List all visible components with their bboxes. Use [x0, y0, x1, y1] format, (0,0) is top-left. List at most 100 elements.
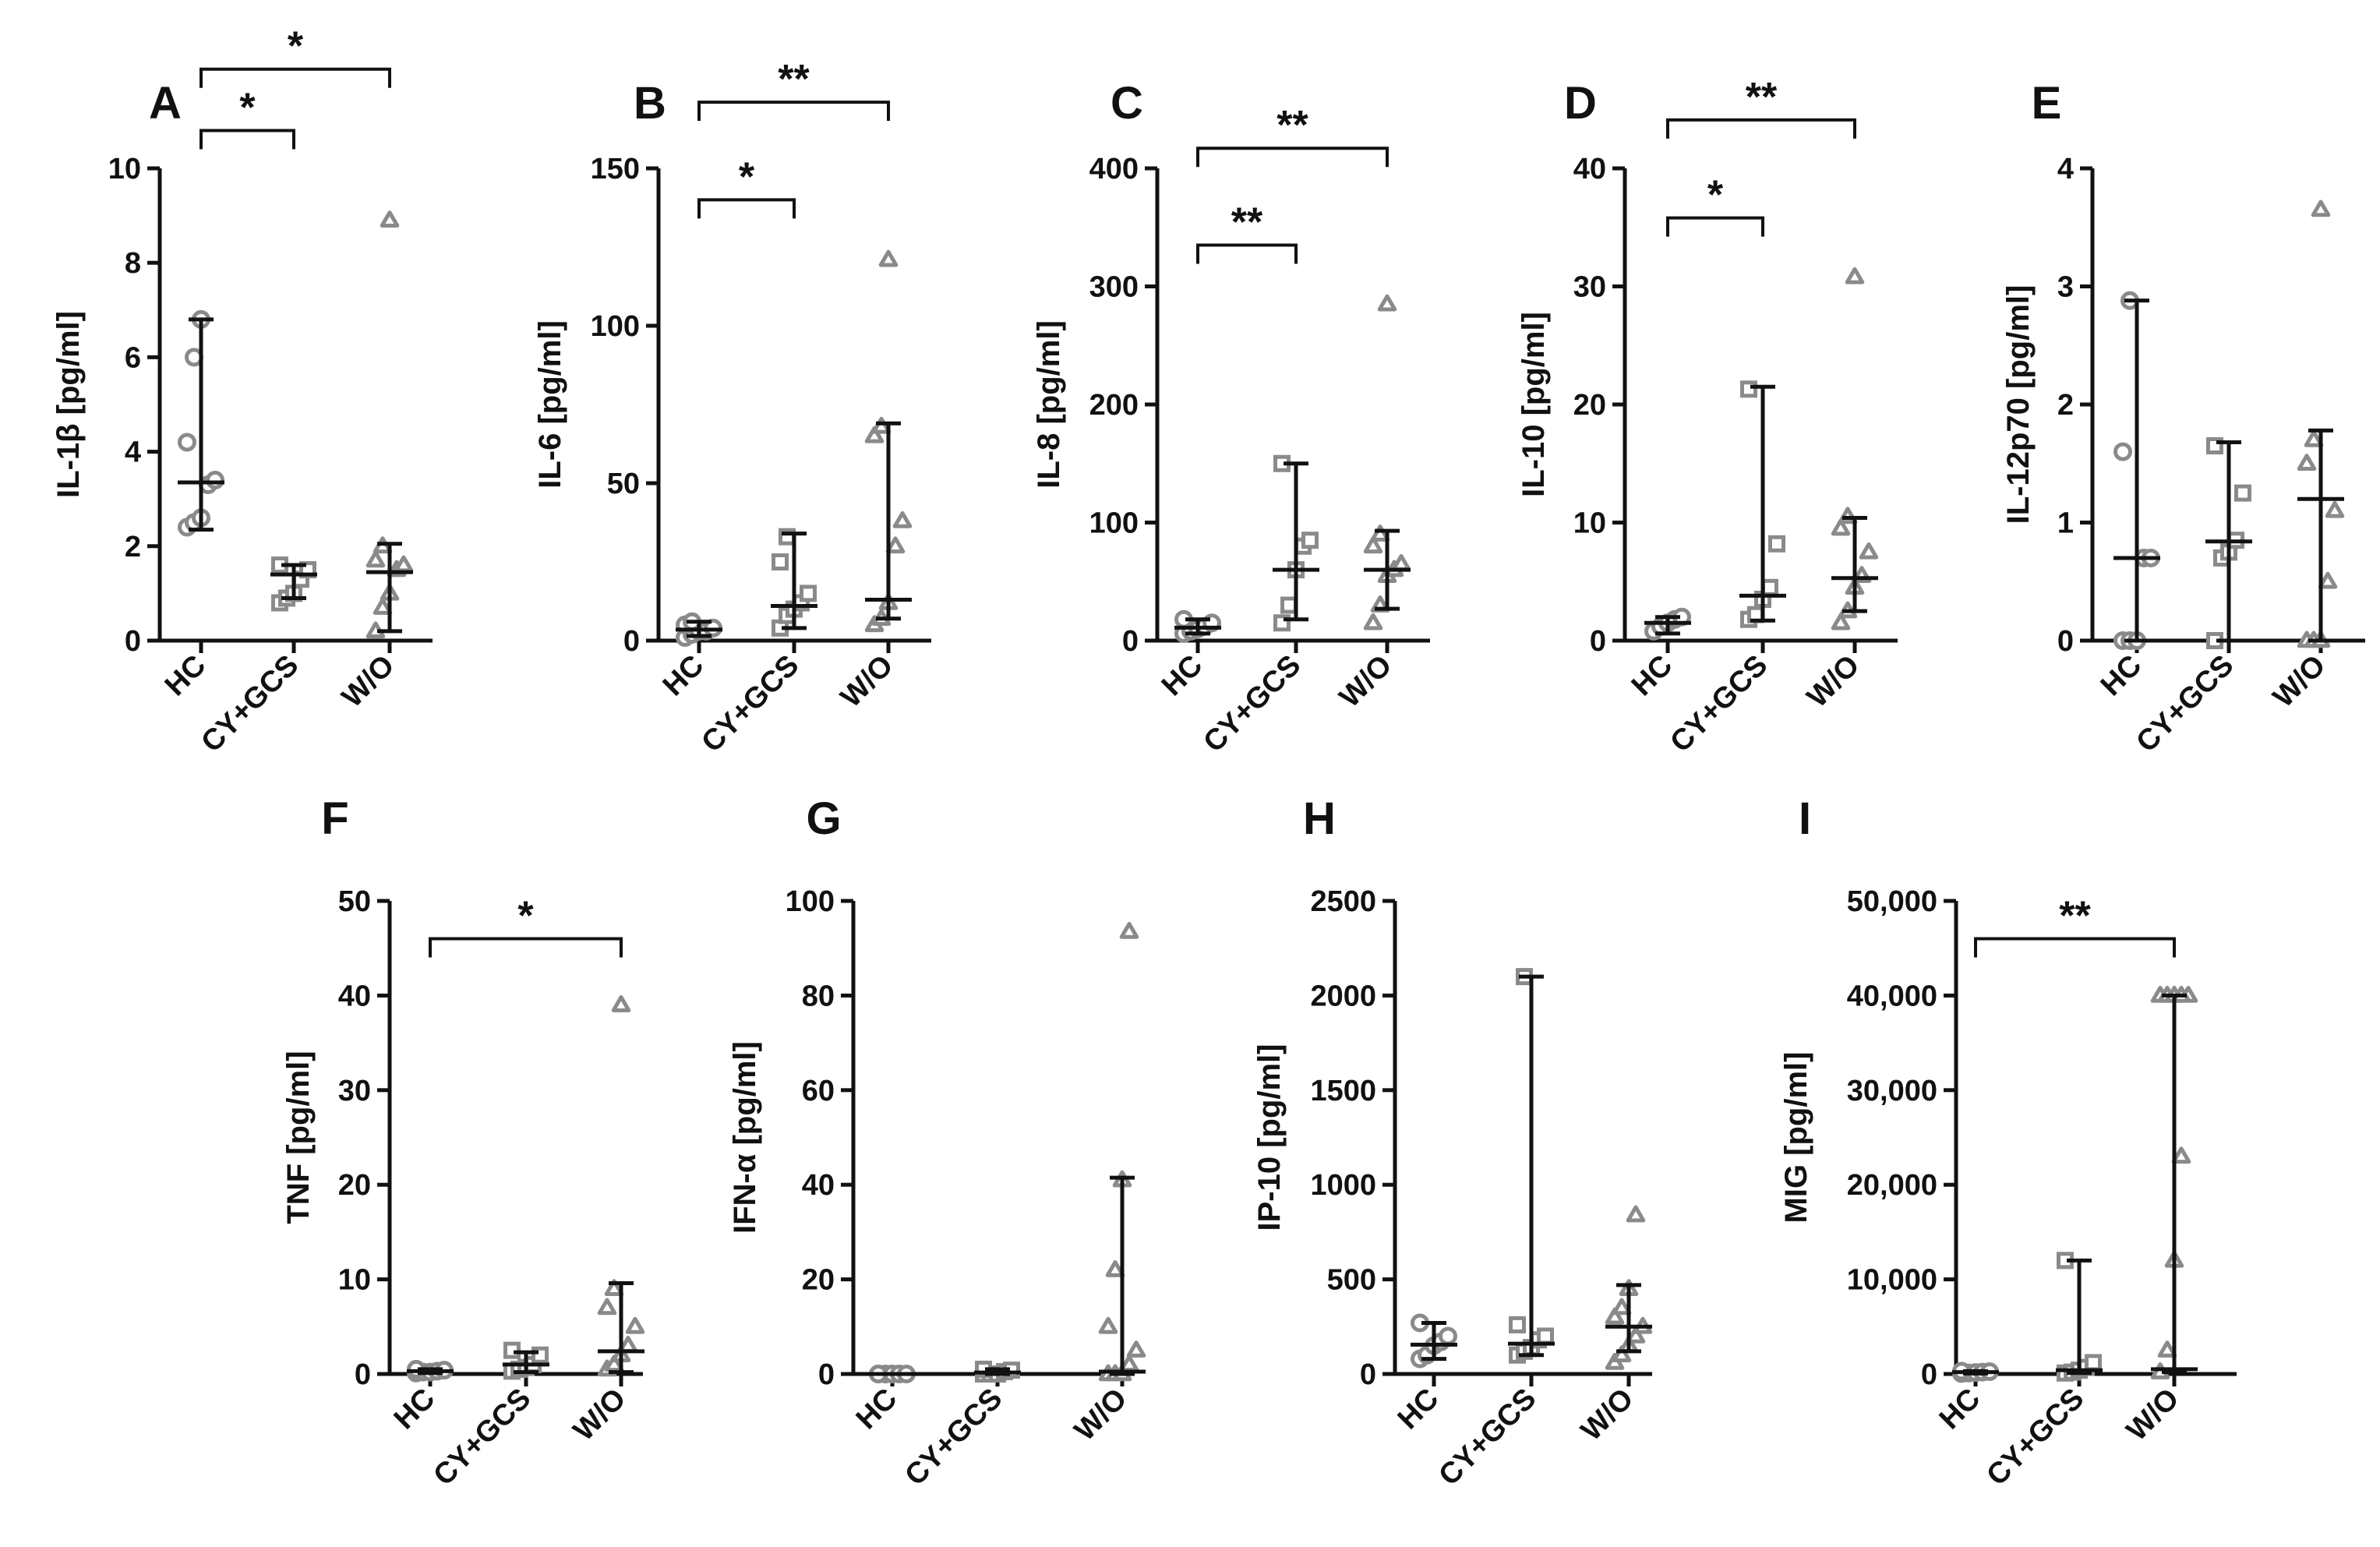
- significance-label: **: [1231, 200, 1263, 245]
- significance-label: *: [1707, 173, 1724, 218]
- data-point-triangle: [1845, 267, 1865, 284]
- significance-label: *: [739, 154, 755, 200]
- panel-letter: F: [321, 793, 348, 844]
- y-tick-label: 0: [125, 625, 141, 658]
- y-tick-label: 3: [2057, 271, 2074, 304]
- y-tick-label: 0: [355, 1358, 371, 1391]
- data-point-circle: [1439, 1326, 1457, 1346]
- data-point-circle: [206, 470, 224, 489]
- x-category-label: W/O: [336, 649, 401, 714]
- x-category-label: W/O: [2267, 649, 2332, 714]
- y-tick-label: 2500: [1310, 885, 1376, 918]
- y-tick-label: 30: [1573, 271, 1606, 304]
- panel-letter: G: [806, 793, 841, 844]
- data-point-triangle: [1612, 1345, 1632, 1363]
- data-point-circle: [2113, 442, 2132, 461]
- y-tick-label: 200: [1089, 389, 1139, 422]
- data-point-square: [1537, 1327, 1554, 1345]
- data-point-triangle: [394, 555, 414, 573]
- data-point-triangle: [1119, 921, 1139, 939]
- y-tick-label: 20: [802, 1264, 835, 1297]
- y-tick-label: 40,000: [1847, 980, 1937, 1012]
- significance-label: **: [2059, 894, 2091, 939]
- x-category-label: CY+GCS: [1664, 649, 1774, 759]
- y-tick-label: 1500: [1310, 1075, 1376, 1107]
- data-point-triangle: [1363, 613, 1383, 630]
- data-point-square: [1301, 532, 1319, 549]
- data-point-triangle: [2171, 1146, 2191, 1164]
- x-category-label: W/O: [1068, 1383, 1133, 1447]
- data-point-triangle: [1605, 1307, 1625, 1325]
- significance-bracket: [1196, 147, 1389, 168]
- significance-bracket: [200, 129, 295, 150]
- x-category-label: HC: [1392, 1383, 1446, 1436]
- x-category-label: HC: [388, 1383, 442, 1436]
- x-category-label: CY+GCS: [1980, 1383, 2090, 1492]
- significance-bracket: [429, 937, 623, 958]
- y-tick-label: 0: [1360, 1358, 1376, 1391]
- data-point-triangle: [892, 510, 913, 528]
- y-tick-label: 10: [108, 153, 141, 185]
- y-tick-label: 50: [338, 885, 371, 918]
- y-tick-label: 30: [338, 1075, 371, 1107]
- data-point-triangle: [604, 1279, 624, 1297]
- y-tick-label: 100: [1089, 507, 1139, 540]
- y-tick-label: 4: [125, 436, 141, 469]
- y-tick-label: 40: [1573, 153, 1606, 185]
- data-point-triangle: [1126, 1340, 1146, 1358]
- data-point-square: [1768, 535, 1785, 553]
- data-point-triangle: [611, 995, 631, 1012]
- data-point-triangle: [604, 1355, 624, 1372]
- y-tick-label: 0: [818, 1358, 835, 1391]
- x-category-label: W/O: [1575, 1383, 1640, 1447]
- y-tick-label: 100: [786, 885, 835, 918]
- y-axis-title: MIG [pg/ml]: [1779, 1052, 1813, 1224]
- y-tick-label: 8: [125, 247, 141, 280]
- data-point-square: [772, 553, 789, 570]
- y-axis-title: IFN-α [pg/ml]: [728, 1041, 762, 1234]
- y-tick-label: 500: [1327, 1264, 1376, 1297]
- x-category-label: CY+GCS: [1432, 1383, 1542, 1492]
- data-point-triangle: [2318, 571, 2338, 589]
- y-tick-label: 100: [591, 310, 640, 343]
- y-axis-title: IP-10 [pg/ml]: [1252, 1044, 1287, 1231]
- data-point-triangle: [2304, 429, 2324, 447]
- x-category-label: CY+GCS: [899, 1383, 1008, 1492]
- x-category-label: W/O: [1801, 649, 1866, 714]
- data-point-triangle: [1377, 294, 1397, 312]
- x-category-label: CY+GCS: [195, 649, 305, 759]
- y-tick-label: 0: [2057, 625, 2074, 658]
- y-tick-label: 2: [2057, 389, 2074, 422]
- data-point-triangle: [1612, 1298, 1632, 1316]
- x-category-label: HC: [159, 649, 213, 703]
- data-point-triangle: [597, 1298, 617, 1316]
- x-category-label: HC: [850, 1383, 904, 1436]
- data-point-circle: [178, 433, 196, 452]
- x-category-label: CY+GCS: [427, 1383, 537, 1492]
- y-axis-title: IL-12p70 [pg/ml]: [2001, 285, 2036, 524]
- data-point-triangle: [1831, 518, 1851, 536]
- data-point-triangle: [1859, 542, 1879, 560]
- significance-label: **: [778, 57, 810, 102]
- y-tick-label: 40: [802, 1169, 835, 1202]
- x-category-label: W/O: [1333, 649, 1398, 714]
- data-point-square: [1761, 578, 1778, 596]
- data-point-triangle: [2325, 500, 2345, 518]
- y-axis-title: IL-6 [pg/ml]: [533, 320, 567, 489]
- significance-bracket: [200, 67, 391, 88]
- x-category-label: HC: [2095, 649, 2149, 703]
- y-tick-label: 10,000: [1847, 1264, 1937, 1297]
- data-point-triangle: [373, 598, 393, 615]
- data-point-square: [1509, 1316, 1526, 1333]
- panel-letter: C: [1111, 78, 1143, 129]
- y-axis-title: IL-8 [pg/ml]: [1032, 320, 1066, 489]
- y-tick-label: 10: [338, 1264, 371, 1297]
- chart-panel-I: I 0 10,000 20,000 30,000 40,000 50,000 MIG [pg/…: [1779, 793, 2237, 1492]
- data-point-triangle: [1363, 536, 1383, 554]
- data-point-triangle: [2297, 454, 2317, 472]
